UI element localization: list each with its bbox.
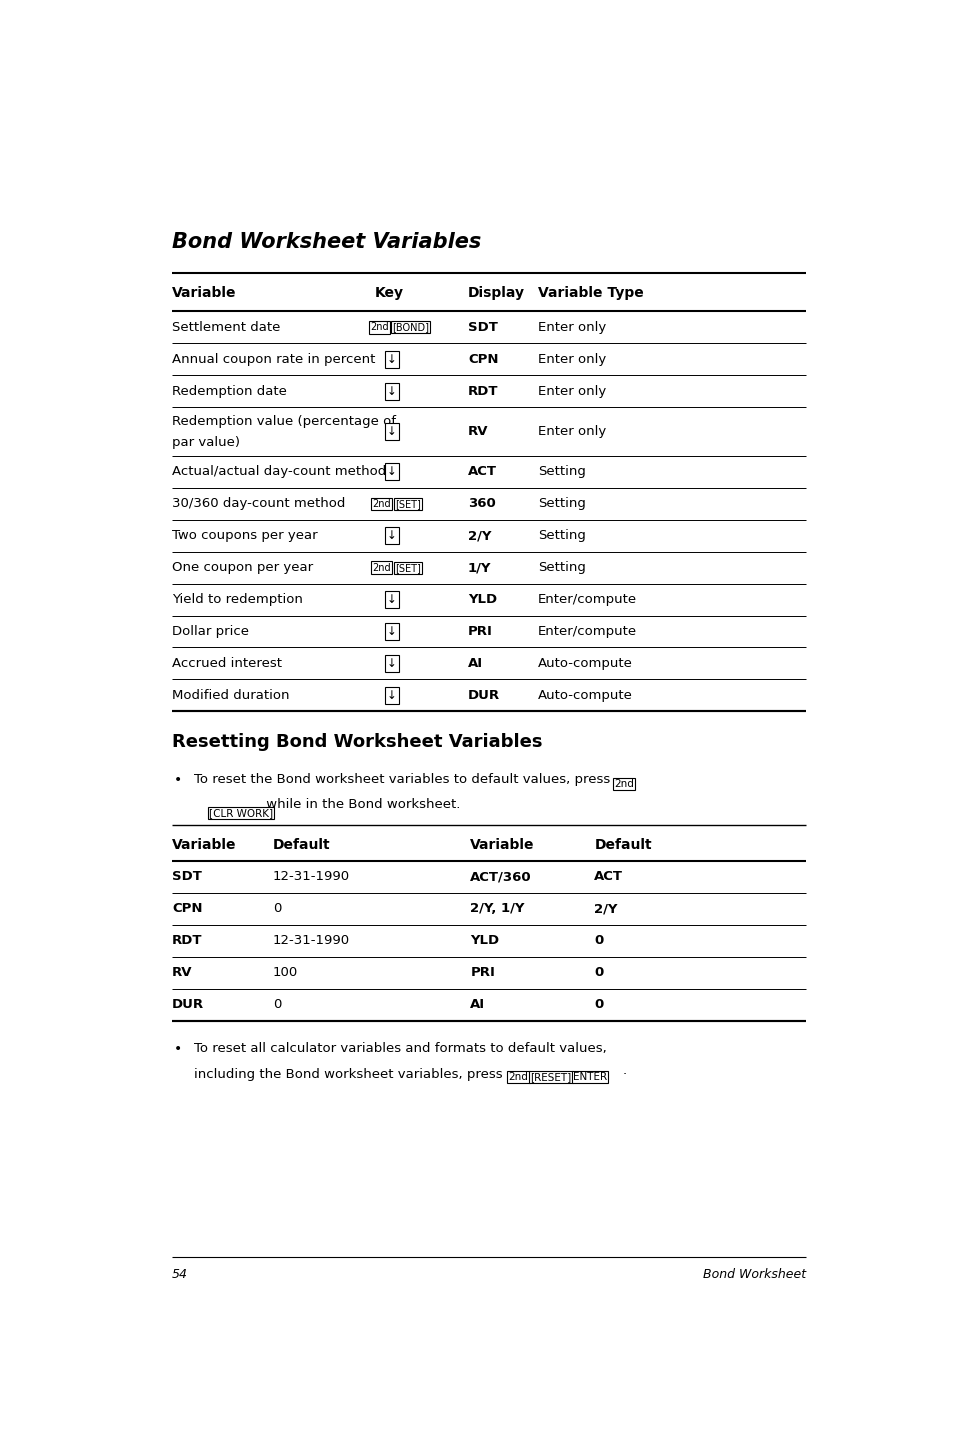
- Text: including the Bond worksheet variables, press: including the Bond worksheet variables, …: [193, 1067, 506, 1080]
- Text: ↓: ↓: [387, 625, 396, 638]
- Text: Variable: Variable: [172, 285, 236, 300]
- Text: RDT: RDT: [468, 384, 498, 397]
- Text: Enter/compute: Enter/compute: [537, 625, 637, 638]
- Text: PRI: PRI: [470, 967, 495, 978]
- Text: ↓: ↓: [387, 657, 396, 670]
- Text: Accrued interest: Accrued interest: [172, 657, 282, 670]
- Text: Display: Display: [468, 285, 524, 300]
- Text: Auto-compute: Auto-compute: [537, 657, 632, 670]
- Text: 30/360 day-count method: 30/360 day-count method: [172, 496, 345, 510]
- Text: Modified duration: Modified duration: [172, 689, 289, 702]
- Text: 2nd: 2nd: [508, 1072, 528, 1082]
- Text: Dollar price: Dollar price: [172, 625, 249, 638]
- Text: Auto-compute: Auto-compute: [537, 689, 632, 702]
- Text: 54: 54: [172, 1268, 188, 1281]
- Text: Two coupons per year: Two coupons per year: [172, 529, 317, 542]
- Text: ACT: ACT: [468, 466, 497, 478]
- Text: Bond Worksheet: Bond Worksheet: [702, 1268, 805, 1281]
- Text: [BOND]: [BOND]: [392, 322, 429, 332]
- Text: 0: 0: [273, 997, 281, 1010]
- Text: Yield to redemption: Yield to redemption: [172, 593, 302, 606]
- Text: ACT: ACT: [594, 871, 622, 884]
- Text: 2/Y: 2/Y: [468, 529, 491, 542]
- Text: [RESET]: [RESET]: [530, 1072, 571, 1082]
- Text: CPN: CPN: [468, 352, 498, 365]
- Text: ↓: ↓: [387, 466, 396, 478]
- Text: 360: 360: [468, 496, 496, 510]
- Text: [SET]: [SET]: [395, 499, 421, 508]
- Text: YLD: YLD: [468, 593, 497, 606]
- Text: 100: 100: [273, 967, 297, 978]
- Text: ↓: ↓: [387, 689, 396, 702]
- Text: Enter only: Enter only: [537, 320, 605, 333]
- Text: [SET]: [SET]: [395, 562, 421, 572]
- Text: 2nd: 2nd: [370, 322, 389, 332]
- Text: ↓: ↓: [387, 593, 396, 606]
- Text: .: .: [622, 1064, 626, 1077]
- Text: ↓: ↓: [387, 384, 396, 397]
- Text: 0: 0: [594, 935, 603, 948]
- Text: Variable: Variable: [470, 837, 535, 852]
- Text: Annual coupon rate in percent: Annual coupon rate in percent: [172, 352, 375, 365]
- Text: Default: Default: [594, 837, 651, 852]
- Text: 1/Y: 1/Y: [468, 561, 491, 574]
- Text: Setting: Setting: [537, 561, 585, 574]
- Text: Enter/compute: Enter/compute: [537, 593, 637, 606]
- Text: AI: AI: [470, 997, 485, 1010]
- Text: One coupon per year: One coupon per year: [172, 561, 313, 574]
- Text: 2nd: 2nd: [372, 499, 390, 508]
- Text: Variable Type: Variable Type: [537, 285, 643, 300]
- Text: Settlement date: Settlement date: [172, 320, 280, 333]
- Text: To reset all calculator variables and formats to default values,: To reset all calculator variables and fo…: [193, 1042, 606, 1056]
- Text: Setting: Setting: [537, 466, 585, 478]
- Text: AI: AI: [468, 657, 482, 670]
- Text: 2/Y: 2/Y: [594, 903, 618, 916]
- Text: Bond Worksheet Variables: Bond Worksheet Variables: [172, 233, 480, 252]
- Text: 0: 0: [273, 903, 281, 916]
- Text: RDT: RDT: [172, 935, 202, 948]
- Text: To reset the Bond worksheet variables to default values, press: To reset the Bond worksheet variables to…: [193, 773, 614, 786]
- Text: ACT/360: ACT/360: [470, 871, 532, 884]
- Text: Enter only: Enter only: [537, 352, 605, 365]
- Text: Key: Key: [375, 285, 403, 300]
- Text: YLD: YLD: [470, 935, 499, 948]
- Text: ↓: ↓: [387, 425, 396, 438]
- Text: RV: RV: [468, 425, 488, 438]
- Text: 2nd: 2nd: [613, 779, 633, 789]
- Text: 0: 0: [594, 997, 603, 1010]
- Text: 0: 0: [594, 967, 603, 978]
- Text: par value): par value): [172, 437, 240, 450]
- Text: Default: Default: [273, 837, 330, 852]
- Text: ENTER: ENTER: [572, 1072, 606, 1082]
- Text: Variable: Variable: [172, 837, 236, 852]
- Text: PRI: PRI: [468, 625, 493, 638]
- Text: DUR: DUR: [468, 689, 499, 702]
- Text: ↓: ↓: [387, 352, 396, 365]
- Text: •: •: [173, 1042, 182, 1056]
- Text: 12-31-1990: 12-31-1990: [273, 871, 350, 884]
- Text: Enter only: Enter only: [537, 384, 605, 397]
- Text: SDT: SDT: [172, 871, 202, 884]
- Text: [CLR WORK]: [CLR WORK]: [209, 808, 273, 818]
- Text: Resetting Bond Worksheet Variables: Resetting Bond Worksheet Variables: [172, 732, 542, 751]
- Text: Setting: Setting: [537, 529, 585, 542]
- Text: Redemption date: Redemption date: [172, 384, 287, 397]
- Text: 2/Y, 1/Y: 2/Y, 1/Y: [470, 903, 524, 916]
- Text: ↓: ↓: [387, 529, 396, 542]
- Text: •: •: [173, 773, 182, 788]
- Text: Redemption value (percentage of: Redemption value (percentage of: [172, 415, 395, 428]
- Text: CPN: CPN: [172, 903, 202, 916]
- Text: Enter only: Enter only: [537, 425, 605, 438]
- Text: Setting: Setting: [537, 496, 585, 510]
- Text: DUR: DUR: [172, 997, 204, 1010]
- Text: 12-31-1990: 12-31-1990: [273, 935, 350, 948]
- Text: 2nd: 2nd: [372, 562, 390, 572]
- Text: SDT: SDT: [468, 320, 497, 333]
- Text: RV: RV: [172, 967, 193, 978]
- Text: while in the Bond worksheet.: while in the Bond worksheet.: [261, 798, 459, 811]
- Text: Actual/actual day-count method: Actual/actual day-count method: [172, 466, 386, 478]
